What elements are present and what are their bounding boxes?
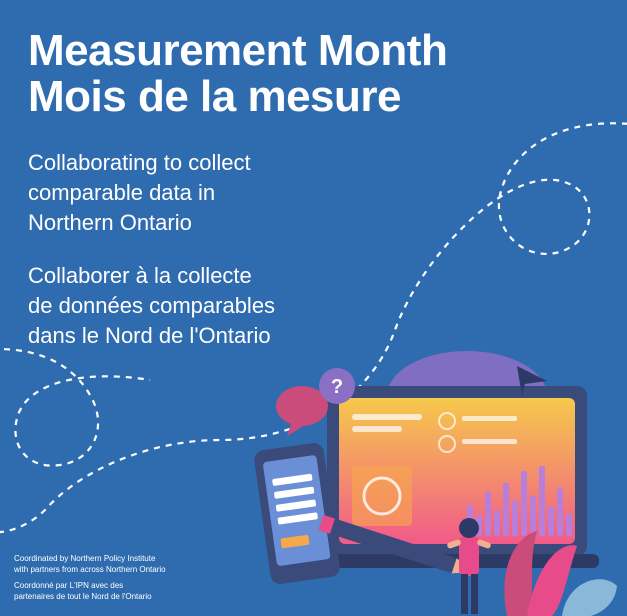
chart-bar: [566, 514, 572, 536]
chart-bar: [539, 466, 545, 536]
chart-bar: [485, 492, 491, 536]
chart-bar: [548, 507, 554, 536]
credits-english-2: with partners from across Northern Ontar…: [14, 565, 166, 575]
credits-english-1: Coordinated by Northern Policy Institute: [14, 554, 166, 564]
ui-line: [352, 414, 422, 420]
title-french: Mois de la mesure: [28, 72, 401, 121]
credits-french-1: Coordonné par L'IPN avec des: [14, 581, 166, 591]
ui-line: [462, 416, 517, 421]
main-title: Measurement Month Mois de la mesure: [0, 0, 627, 120]
chart-bar: [530, 495, 536, 536]
subtitle-english: Collaborating to collect comparable data…: [0, 148, 627, 237]
title-english: Measurement Month: [28, 26, 447, 75]
chart-bar: [512, 501, 518, 536]
chart-bar: [503, 483, 509, 536]
ui-panel: [352, 466, 412, 526]
chart-bar: [494, 510, 500, 536]
leaf-shape: [562, 579, 617, 616]
ui-line: [352, 426, 402, 432]
question-mark-icon: ?: [331, 376, 343, 398]
credits-french-2: partenaires de tout le Nord de l'Ontario: [14, 592, 166, 602]
chart-bar: [521, 471, 527, 536]
credits-block: Coordinated by Northern Policy Institute…: [14, 554, 166, 602]
chart-bar: [557, 488, 563, 536]
ui-line: [462, 439, 517, 444]
dashboard-illustration: ?: [207, 336, 617, 616]
